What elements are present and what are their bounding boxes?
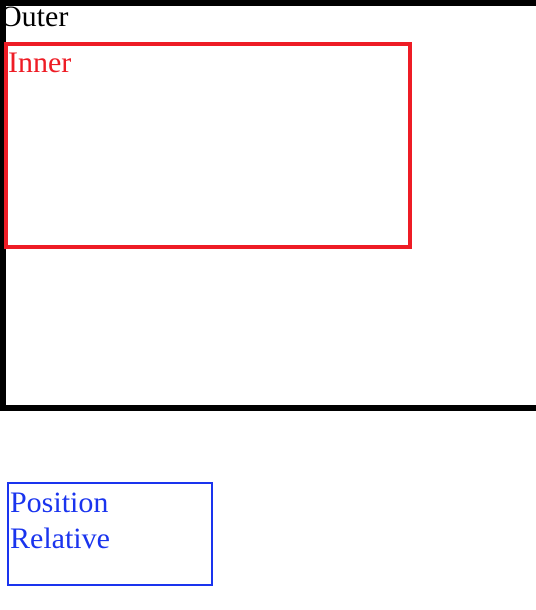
position-relative-box: Position Relative	[7, 482, 213, 586]
outer-label: Outer	[0, 0, 69, 33]
position-relative-label: Position Relative	[10, 486, 110, 555]
inner-label: Inner	[8, 46, 72, 79]
outer-box	[0, 0, 536, 411]
inner-box: Inner	[4, 42, 412, 249]
